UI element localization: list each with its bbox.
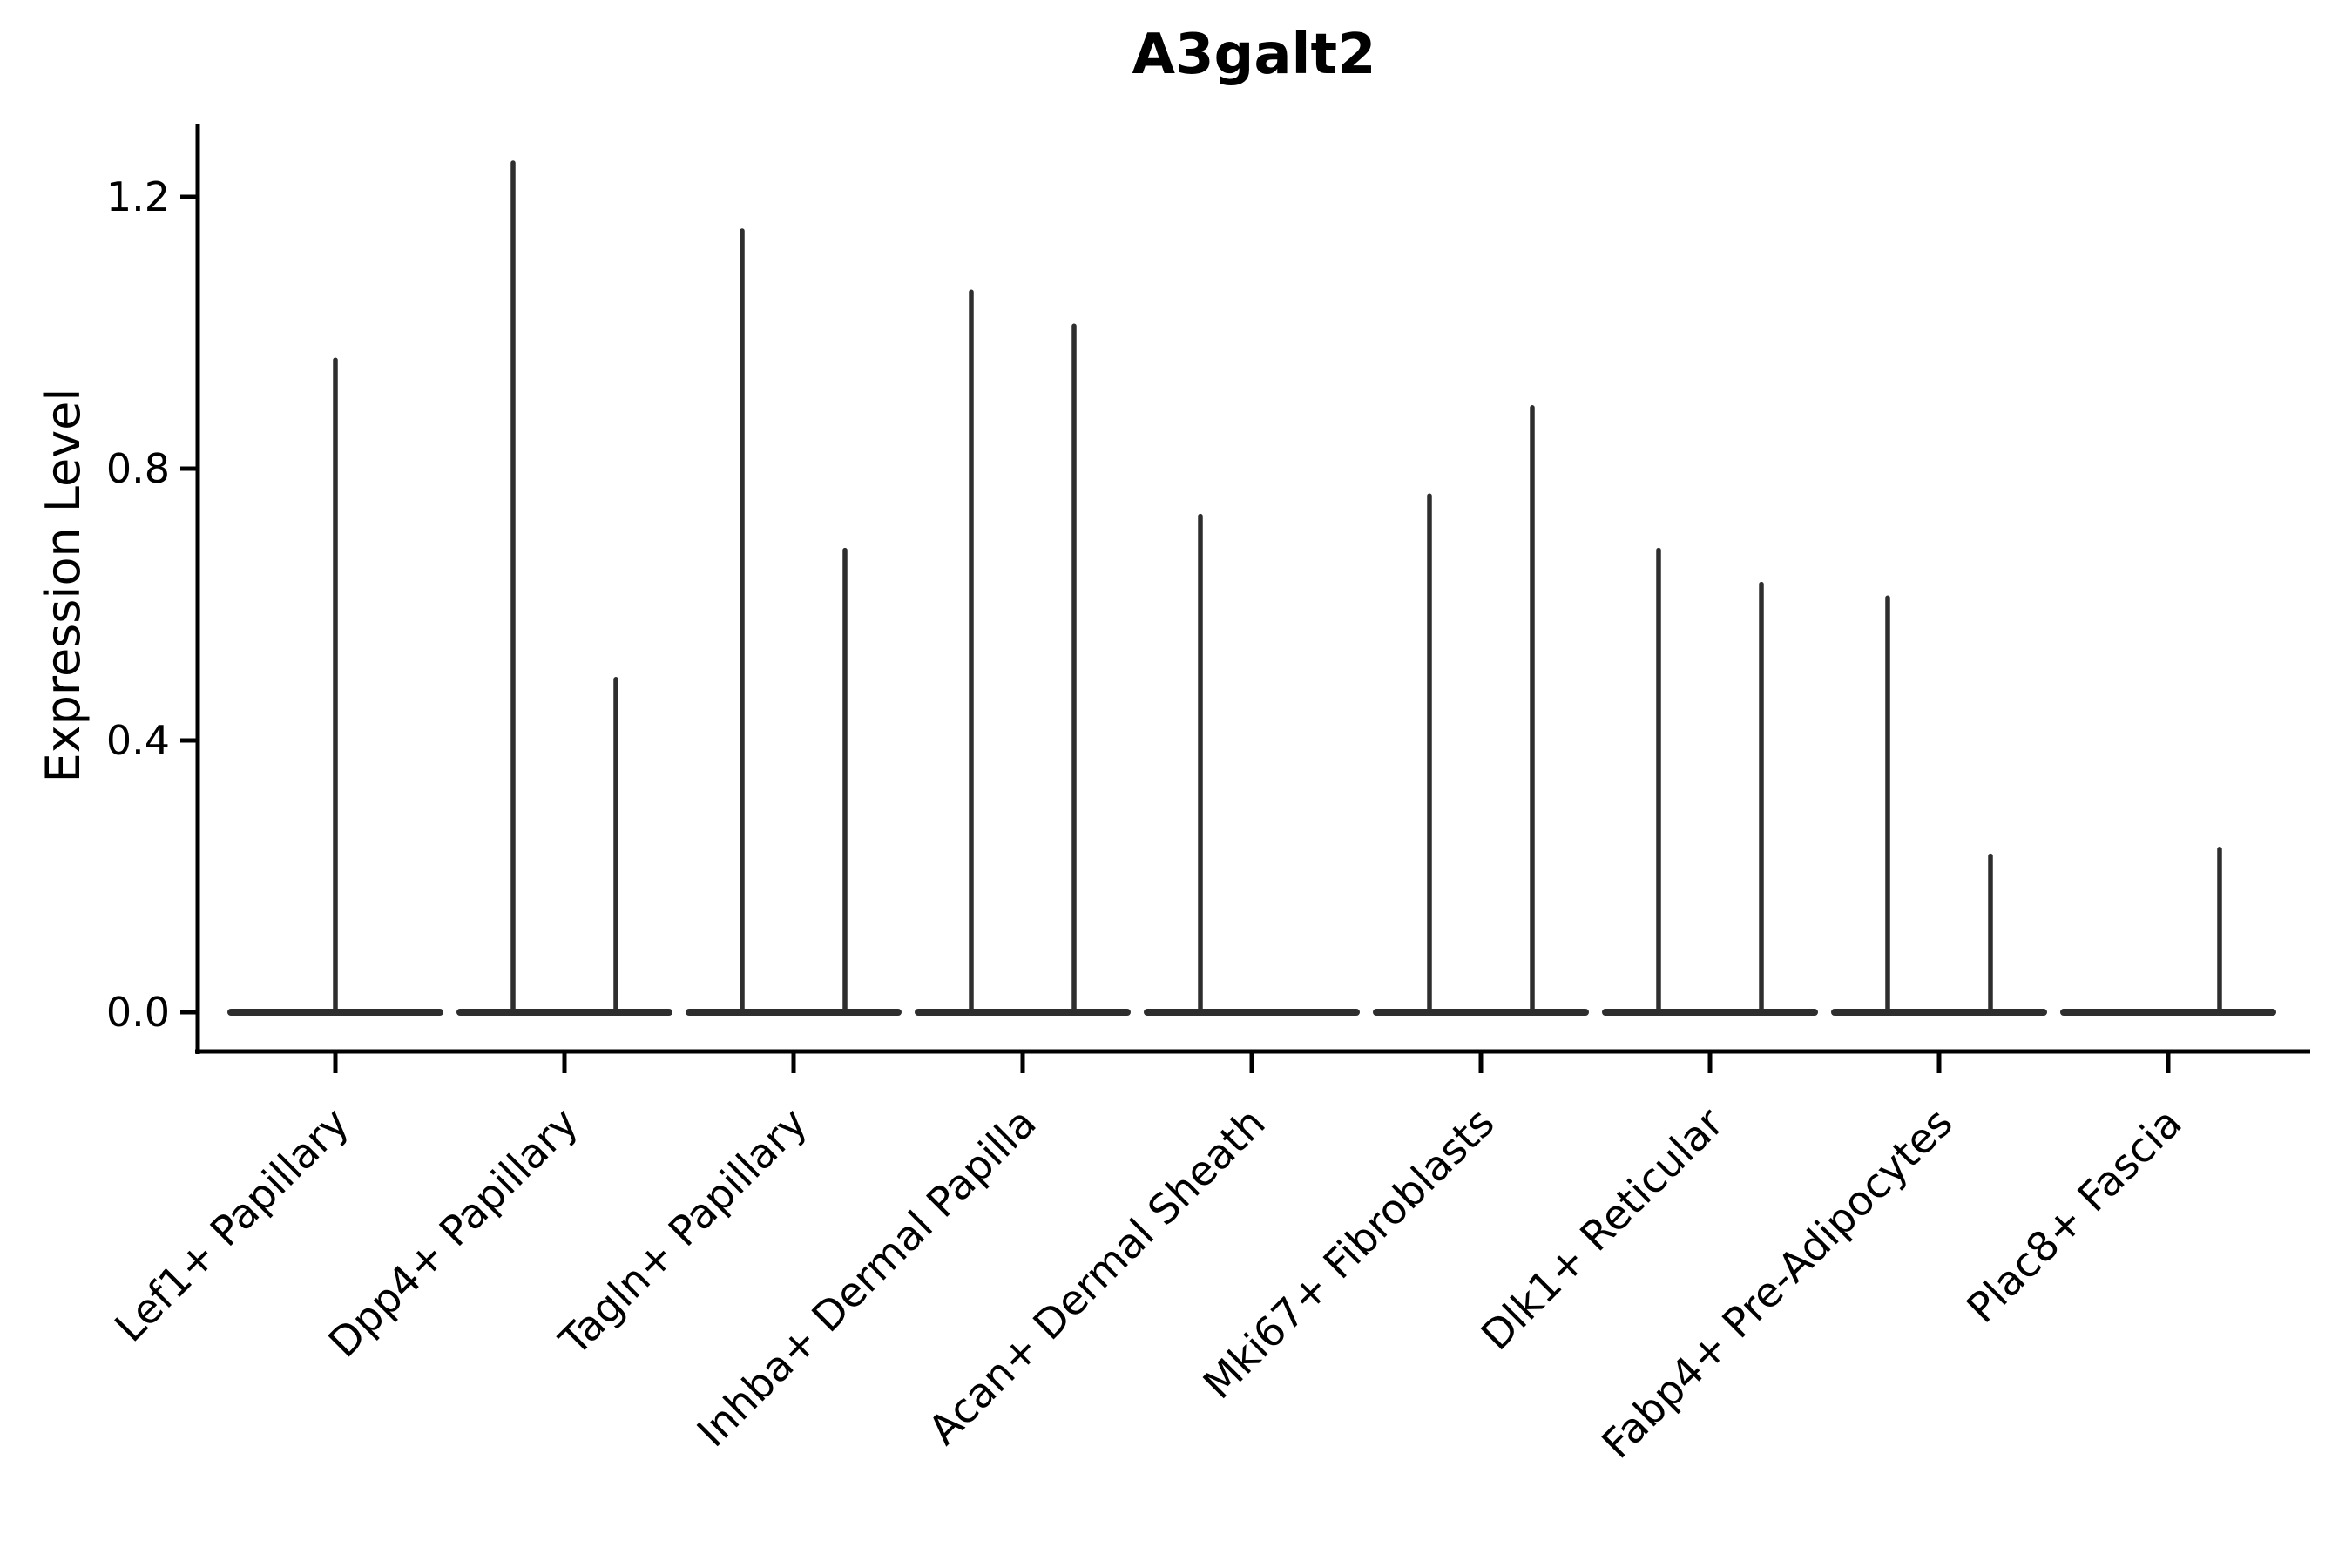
x-tick-label: Tagln+ Papillary — [551, 1099, 817, 1366]
x-tick-label: Plac8+ Fascia — [1958, 1099, 2192, 1333]
chart-title: A3galt2 — [1132, 23, 1376, 87]
y-tick-label: 1.2 — [106, 173, 170, 220]
x-tick-label: Dlk1+ Reticular — [1472, 1098, 1734, 1360]
x-tick-label: Lef1+ Papillary — [106, 1099, 359, 1352]
x-tick-label: Dpp4+ Papillary — [320, 1099, 588, 1368]
y-tick-label: 0.4 — [106, 717, 170, 764]
y-tick-label: 0.0 — [106, 989, 170, 1036]
y-tick-label: 0.8 — [106, 445, 170, 492]
